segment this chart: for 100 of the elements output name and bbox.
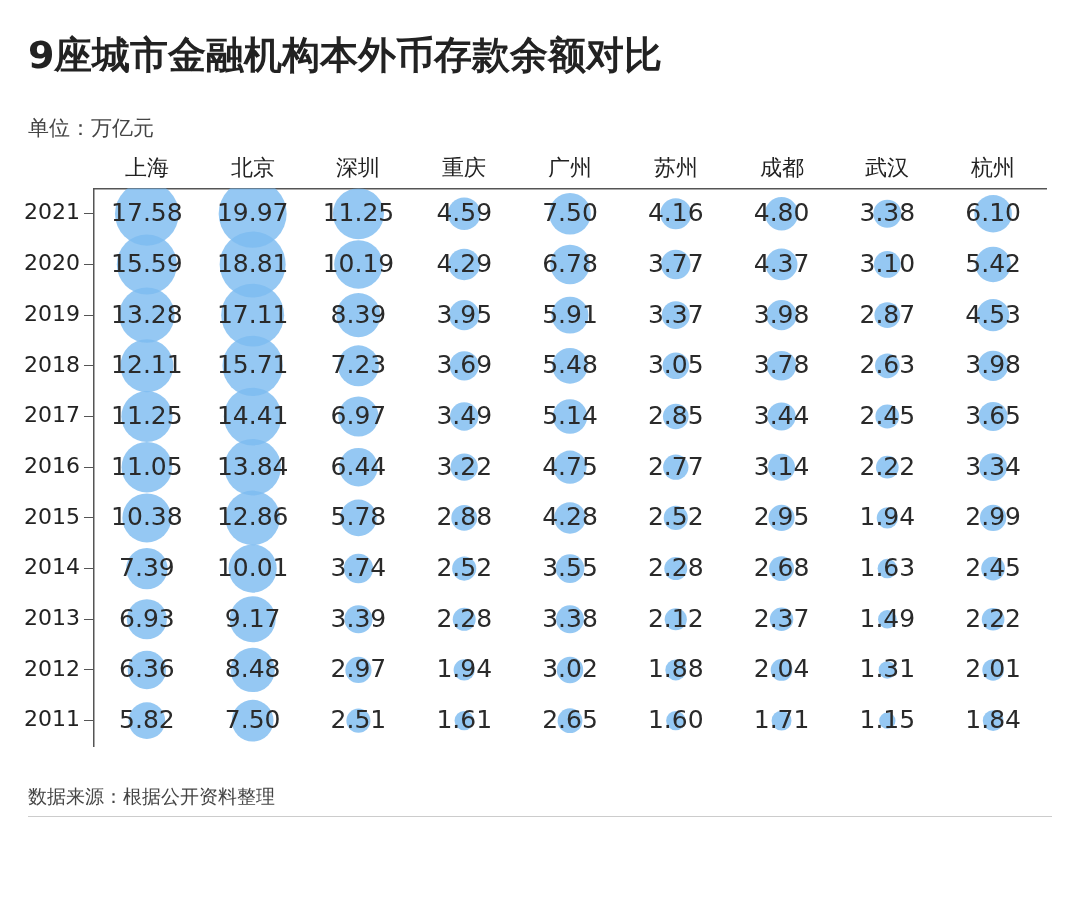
data-label: 2.95	[753, 502, 810, 532]
data-label: 3.39	[330, 603, 387, 633]
data-label: 2.77	[647, 451, 704, 481]
data-label: 4.80	[753, 198, 810, 228]
data-label: 2.99	[965, 502, 1021, 532]
data-label: 5.91	[542, 299, 598, 329]
data-label: 3.05	[647, 350, 704, 380]
x-tick-label: 广州	[547, 154, 592, 180]
data-label: 6.36	[119, 654, 175, 684]
data-label: 7.50	[542, 198, 598, 228]
x-tick-label: 苏州	[653, 154, 698, 180]
data-label: 5.82	[119, 705, 175, 735]
data-label: 11.25	[322, 198, 395, 228]
data-label: 2.87	[859, 299, 916, 329]
data-label: 3.77	[647, 248, 704, 278]
y-tick-label: 2014	[23, 554, 80, 580]
data-label: 1.61	[436, 705, 493, 735]
data-label: 3.34	[965, 451, 1021, 481]
y-tick-label: 2019	[23, 300, 80, 326]
data-label: 1.94	[859, 502, 916, 532]
y-tick-label: 2020	[23, 250, 80, 276]
data-label: 2.85	[647, 401, 704, 431]
data-label: 3.14	[753, 451, 810, 481]
data-label: 17.11	[216, 299, 289, 329]
data-label: 6.93	[119, 603, 175, 633]
data-label: 5.78	[330, 502, 387, 532]
data-label: 5.14	[542, 401, 598, 431]
data-label: 17.58	[111, 198, 183, 228]
data-label: 6.44	[330, 451, 387, 481]
data-label: 2.04	[753, 654, 810, 684]
data-label: 5.48	[542, 350, 598, 380]
data-label: 3.98	[965, 350, 1021, 380]
data-label: 14.41	[216, 401, 289, 431]
chart-subtitle: 单位：万亿元	[28, 115, 154, 142]
data-label: 1.84	[965, 705, 1021, 735]
data-label: 3.98	[753, 299, 810, 329]
data-label: 10.19	[322, 248, 395, 278]
data-label: 15.59	[111, 248, 183, 278]
x-tick-label: 北京	[230, 154, 275, 180]
y-tick-label: 2017	[23, 402, 80, 428]
data-label: 12.86	[216, 502, 289, 532]
data-label: 1.31	[859, 654, 916, 684]
data-label: 2.51	[330, 705, 387, 735]
y-tick-label: 2021	[23, 199, 80, 225]
data-label: 7.39	[119, 553, 175, 583]
data-label: 1.49	[859, 603, 916, 633]
data-label: 2.37	[753, 603, 810, 633]
data-label: 7.23	[330, 350, 387, 380]
data-label: 4.37	[753, 248, 810, 278]
data-label: 3.74	[330, 553, 387, 583]
data-label: 2.22	[965, 603, 1021, 633]
data-label: 1.15	[859, 705, 916, 735]
data-label: 9.17	[224, 603, 281, 633]
data-label: 4.59	[436, 198, 493, 228]
data-label: 3.55	[542, 553, 598, 583]
y-tick-label: 2018	[23, 351, 80, 377]
data-label: 18.81	[216, 248, 289, 278]
data-label: 6.78	[542, 248, 598, 278]
data-label: 8.48	[224, 654, 281, 684]
data-label: 6.97	[330, 401, 387, 431]
data-label: 2.68	[753, 553, 810, 583]
data-label: 7.50	[224, 705, 281, 735]
data-label: 3.95	[436, 299, 493, 329]
data-label: 3.44	[753, 401, 810, 431]
data-label: 1.88	[647, 654, 704, 684]
x-tick-label: 杭州	[970, 154, 1016, 180]
x-tick-label: 上海	[124, 154, 169, 180]
y-tick-label: 2013	[23, 604, 80, 630]
data-label: 15.71	[216, 350, 289, 380]
y-tick-label: 2012	[23, 655, 80, 681]
data-label: 3.10	[859, 248, 916, 278]
data-label: 2.12	[647, 603, 704, 633]
data-label: 13.28	[111, 299, 183, 329]
data-label: 4.28	[542, 502, 598, 532]
data-label: 3.02	[542, 654, 598, 684]
data-label: 10.01	[216, 553, 289, 583]
x-tick-label: 深圳	[336, 154, 381, 180]
data-label: 13.84	[216, 451, 289, 481]
data-label: 1.94	[436, 654, 493, 684]
data-label: 2.28	[647, 553, 704, 583]
data-label: 2.01	[965, 654, 1021, 684]
y-tick-label: 2011	[23, 706, 80, 732]
data-label: 3.38	[542, 603, 598, 633]
data-label: 2.45	[965, 553, 1021, 583]
data-label: 10.38	[111, 502, 183, 532]
data-label: 2.97	[330, 654, 387, 684]
data-label: 11.05	[111, 451, 183, 481]
data-label: 12.11	[111, 350, 183, 380]
y-tick-label: 2016	[23, 452, 80, 478]
data-label: 4.75	[542, 451, 598, 481]
data-label: 2.45	[859, 401, 916, 431]
data-label: 1.71	[753, 705, 810, 735]
x-tick-label: 武汉	[865, 154, 910, 180]
data-label: 4.29	[436, 248, 493, 278]
chart-title: 9座城市金融机构本外币存款余额对比	[28, 32, 663, 79]
data-label: 3.37	[647, 299, 704, 329]
data-label: 1.63	[859, 553, 916, 583]
data-label: 3.69	[436, 350, 493, 380]
data-label: 4.53	[965, 299, 1021, 329]
data-label: 19.97	[216, 198, 289, 228]
